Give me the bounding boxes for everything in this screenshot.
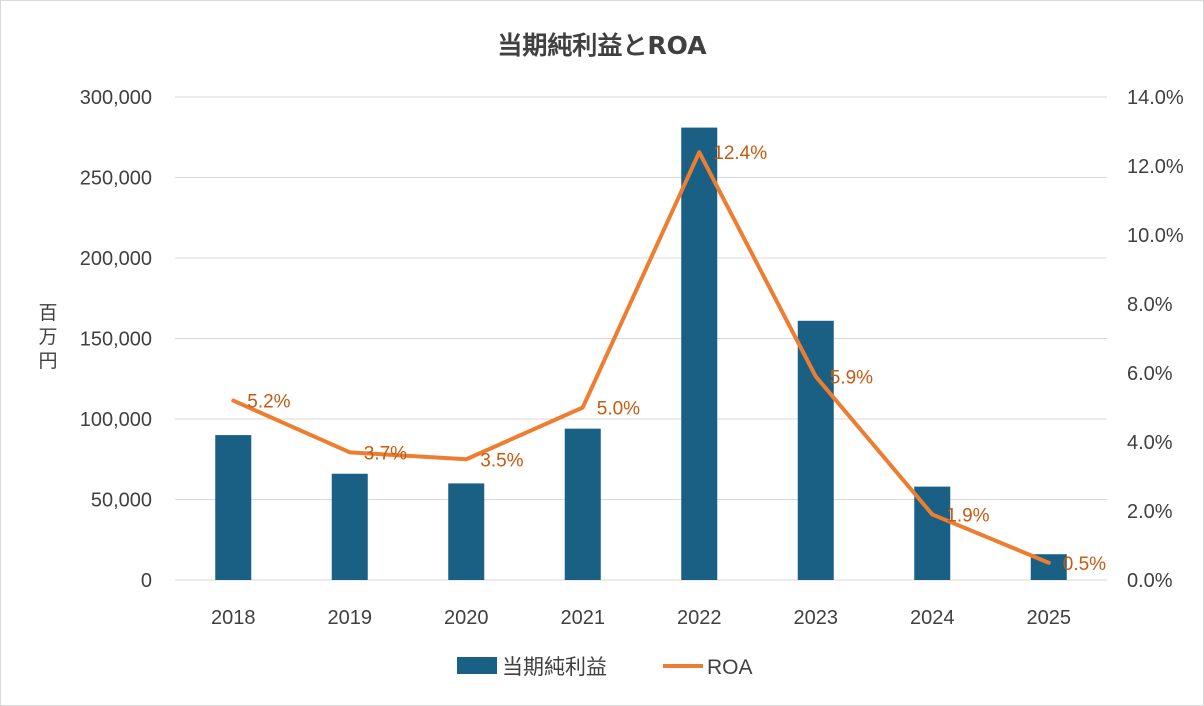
legend-item-line: ROA bbox=[663, 656, 753, 679]
y-axis-label: 百万円 bbox=[38, 302, 57, 372]
legend-item-bar: 当期純利益 bbox=[457, 655, 607, 679]
y-right-tick-label: 8.0% bbox=[1127, 294, 1173, 316]
x-tick-label: 2024 bbox=[910, 607, 955, 629]
legend-swatch-bar bbox=[457, 657, 497, 674]
y-axis-title: 百万円 bbox=[38, 302, 57, 372]
roa-data-label: 5.0% bbox=[597, 399, 640, 420]
y-axis-right: 0.0% 2.0% 4.0% 6.0% 8.0% 10.0% 12.0% 14.0% bbox=[1127, 87, 1184, 592]
y-left-tick-label: 300,000 bbox=[80, 87, 152, 109]
y-right-tick-label: 10.0% bbox=[1127, 225, 1184, 247]
roa-data-label: 1.9% bbox=[946, 505, 989, 526]
bar bbox=[448, 483, 485, 580]
x-tick-label: 2025 bbox=[1027, 607, 1072, 629]
bar bbox=[564, 428, 601, 580]
bar bbox=[797, 320, 834, 580]
roa-data-label: 5.9% bbox=[830, 367, 873, 388]
roa-data-label: 3.5% bbox=[480, 450, 523, 471]
bar bbox=[331, 473, 368, 580]
line-series: 5.2% 3.7% 3.5% 5.0% 12.4% 5.9% 1.9% 0.5% bbox=[231, 143, 1106, 575]
roa-data-label: 5.2% bbox=[247, 392, 290, 413]
bar-series bbox=[215, 127, 1067, 580]
bar bbox=[215, 435, 252, 580]
y-left-tick-label: 50,000 bbox=[91, 490, 152, 512]
y-right-tick-label: 4.0% bbox=[1127, 432, 1173, 454]
roa-data-label: 3.7% bbox=[364, 443, 407, 464]
y-left-tick-label: 200,000 bbox=[80, 248, 152, 270]
x-tick-label: 2019 bbox=[328, 607, 373, 629]
y-right-tick-label: 14.0% bbox=[1127, 87, 1184, 109]
x-tick-label: 2020 bbox=[444, 607, 489, 629]
x-tick-label: 2022 bbox=[677, 607, 722, 629]
x-tick-label: 2023 bbox=[794, 607, 839, 629]
y-right-tick-label: 6.0% bbox=[1127, 363, 1173, 385]
roa-data-label: 12.4% bbox=[713, 143, 767, 164]
bar bbox=[681, 127, 718, 580]
y-left-tick-label: 100,000 bbox=[80, 409, 152, 431]
legend-label-bar: 当期純利益 bbox=[502, 655, 607, 679]
gridlines bbox=[175, 96, 1107, 581]
y-left-tick-label: 0 bbox=[141, 570, 152, 592]
x-tick-label: 2021 bbox=[561, 607, 606, 629]
y-left-tick-label: 250,000 bbox=[80, 168, 152, 190]
x-axis: 2018 2019 2020 2021 2022 2023 2024 2025 bbox=[211, 607, 1071, 629]
y-axis-left: 0 50,000 100,000 150,000 200,000 250,000 300,0… bbox=[80, 87, 152, 592]
y-right-tick-label: 12.0% bbox=[1127, 156, 1184, 178]
legend-label-line: ROA bbox=[707, 656, 753, 679]
y-right-tick-label: 0.0% bbox=[1127, 570, 1173, 592]
x-tick-label: 2018 bbox=[211, 607, 256, 629]
roa-line bbox=[231, 150, 1051, 565]
legend: 当期純利益 ROA bbox=[457, 655, 753, 679]
chart-title: 当期純利益とROA bbox=[497, 31, 707, 60]
y-right-tick-label: 2.0% bbox=[1127, 501, 1173, 523]
y-left-tick-label: 150,000 bbox=[80, 329, 152, 351]
roa-data-label: 0.5% bbox=[1063, 554, 1106, 575]
